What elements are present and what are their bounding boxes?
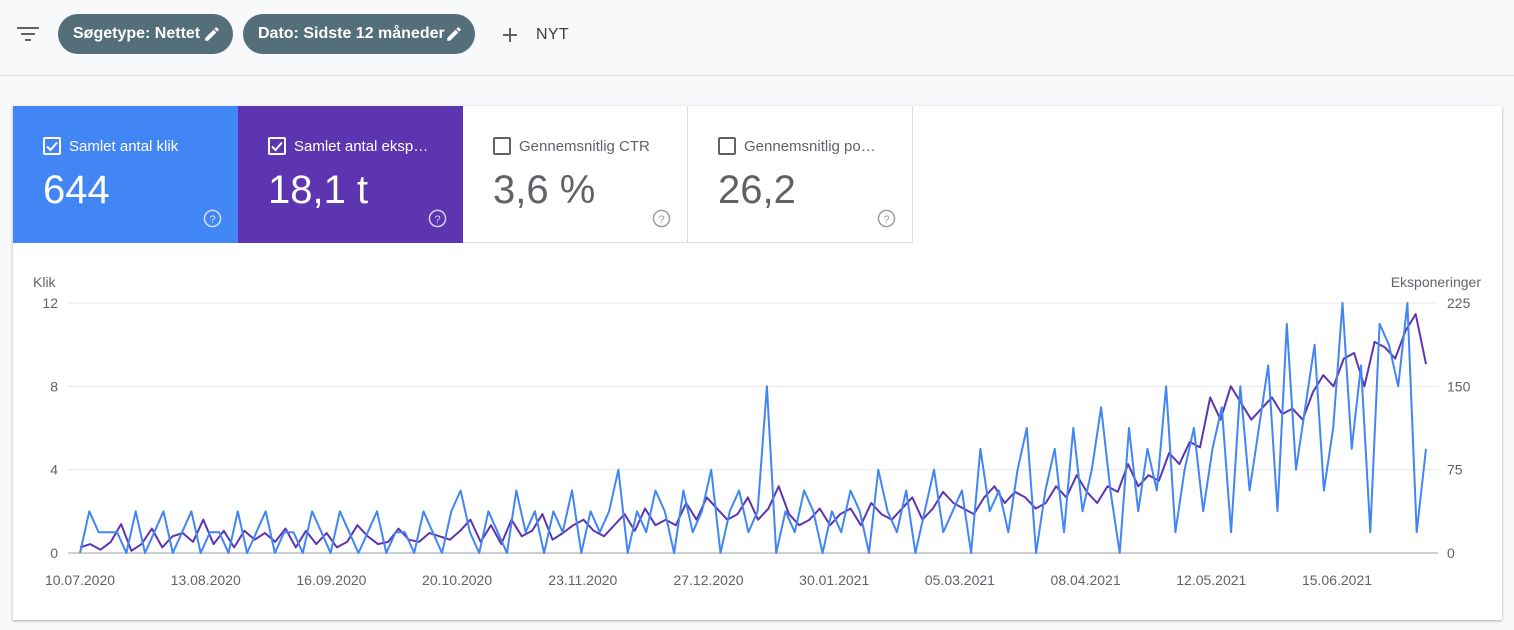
metric-header: Samlet antal eksp… bbox=[268, 137, 428, 155]
performance-card: Samlet antal klik 644 ? Samlet antal eks… bbox=[13, 106, 1502, 620]
chart-series bbox=[79, 302, 1427, 554]
series-line bbox=[79, 313, 1427, 552]
help-icon[interactable]: ? bbox=[428, 209, 447, 228]
x-tick-label: 10.07.2020 bbox=[45, 572, 115, 588]
search-type-chip[interactable]: Søgetype: Nettet bbox=[58, 14, 233, 54]
date-range-chip[interactable]: Dato: Sidste 12 måneder bbox=[243, 14, 475, 54]
metric-value: 644 bbox=[43, 168, 110, 212]
metric-label: Samlet antal klik bbox=[69, 137, 179, 155]
x-tick-label: 23.11.2020 bbox=[548, 572, 617, 588]
metric-average-ctr[interactable]: Gennemsnitlig CTR 3,6 % ? bbox=[463, 106, 688, 243]
x-tick-label: 15.06.2021 bbox=[1302, 572, 1372, 588]
svg-text:?: ? bbox=[434, 214, 440, 226]
left-axis-ticks: 12 8 4 0 bbox=[42, 295, 58, 561]
left-tick-label: 12 bbox=[42, 295, 58, 311]
checkbox-unchecked-icon[interactable] bbox=[718, 137, 736, 155]
add-filter-label: NYT bbox=[536, 26, 569, 43]
right-tick-label: 75 bbox=[1447, 462, 1463, 478]
x-axis-ticks: 10.07.2020 13.08.2020 16.09.2020 20.10.2020… bbox=[45, 572, 1372, 588]
svg-text:?: ? bbox=[209, 214, 215, 226]
x-tick-label: 05.03.2021 bbox=[925, 572, 995, 588]
help-icon[interactable]: ? bbox=[203, 209, 222, 228]
left-tick-label: 4 bbox=[50, 462, 58, 478]
metric-value: 3,6 % bbox=[493, 168, 596, 212]
svg-text:?: ? bbox=[658, 214, 664, 226]
checkbox-unchecked-icon[interactable] bbox=[493, 137, 511, 155]
left-tick-label: 8 bbox=[50, 378, 58, 394]
right-axis-ticks: 225 150 75 0 bbox=[1447, 295, 1471, 561]
left-axis-label: Klik bbox=[33, 274, 57, 290]
metric-value: 18,1 t bbox=[268, 168, 369, 212]
svg-text:?: ? bbox=[883, 214, 889, 226]
right-axis-label: Eksponeringer bbox=[1391, 274, 1482, 290]
chart-gridlines bbox=[68, 302, 1438, 554]
filter-icon[interactable] bbox=[17, 24, 39, 44]
x-tick-label: 30.01.2021 bbox=[799, 572, 869, 588]
add-filter-button[interactable]: NYT bbox=[498, 20, 569, 50]
metric-label: Samlet antal eksp… bbox=[294, 137, 429, 155]
metric-header: Samlet antal klik bbox=[43, 137, 178, 155]
checkbox-checked-icon[interactable] bbox=[43, 137, 61, 155]
performance-chart: Klik Eksponeringer 12 8 4 0 225 150 75 0 10.07… bbox=[33, 274, 1482, 588]
metric-label: Gennemsnitlig po… bbox=[744, 137, 876, 155]
date-range-chip-label: Dato: Sidste 12 måneder bbox=[258, 25, 445, 42]
x-tick-label: 20.10.2020 bbox=[422, 572, 492, 588]
x-tick-label: 13.08.2020 bbox=[171, 572, 241, 588]
right-tick-label: 150 bbox=[1447, 378, 1471, 394]
metric-label: Gennemsnitlig CTR bbox=[519, 137, 650, 155]
metric-total-clicks[interactable]: Samlet antal klik 644 ? bbox=[13, 106, 238, 243]
x-tick-label: 08.04.2021 bbox=[1051, 572, 1121, 588]
metric-header: Gennemsnitlig CTR bbox=[493, 137, 650, 155]
x-tick-label: 27.12.2020 bbox=[673, 572, 743, 588]
metric-total-impressions[interactable]: Samlet antal eksp… 18,1 t ? bbox=[238, 106, 463, 243]
left-tick-label: 0 bbox=[50, 545, 58, 561]
series-line bbox=[79, 302, 1427, 554]
metric-average-position[interactable]: Gennemsnitlig po… 26,2 ? bbox=[688, 106, 913, 243]
help-icon[interactable]: ? bbox=[652, 209, 671, 228]
metric-header: Gennemsnitlig po… bbox=[718, 137, 876, 155]
checkbox-checked-icon[interactable] bbox=[268, 137, 286, 155]
help-icon[interactable]: ? bbox=[877, 209, 896, 228]
right-tick-label: 0 bbox=[1447, 545, 1455, 561]
x-tick-label: 12.05.2021 bbox=[1176, 572, 1246, 588]
edit-pencil-icon bbox=[205, 27, 219, 41]
edit-pencil-icon bbox=[447, 27, 461, 41]
search-type-chip-label: Søgetype: Nettet bbox=[73, 25, 201, 42]
right-tick-label: 225 bbox=[1447, 295, 1471, 311]
metric-value: 26,2 bbox=[718, 168, 796, 212]
filter-bar: Søgetype: Nettet Dato: Sidste 12 måneder… bbox=[0, 0, 1514, 76]
plus-icon bbox=[503, 28, 517, 42]
x-tick-label: 16.09.2020 bbox=[296, 572, 366, 588]
